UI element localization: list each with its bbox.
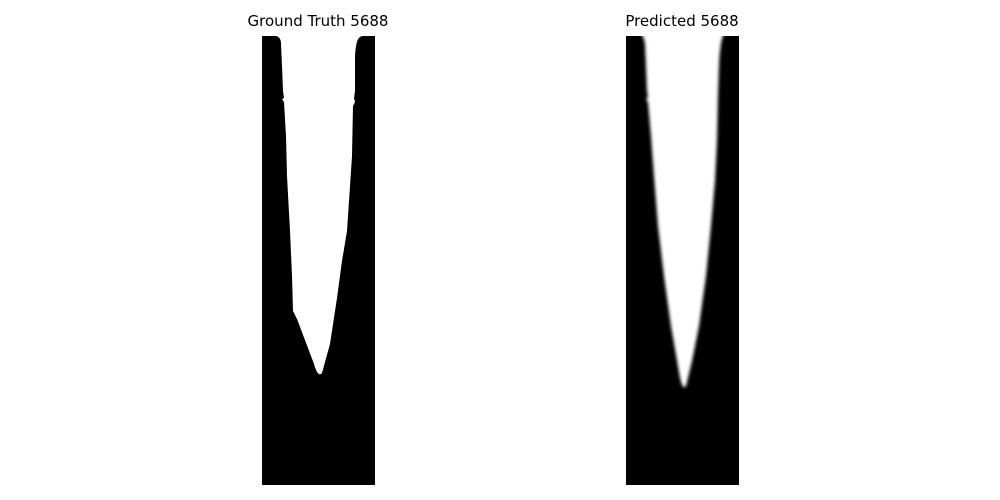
- predicted-title: Predicted 5688: [625, 12, 739, 30]
- predicted-mask-region: [642, 36, 723, 388]
- ground-truth-title: Ground Truth 5688: [247, 12, 389, 30]
- predicted-mask-image: [626, 36, 739, 485]
- ground-truth-mask-image: [262, 36, 375, 485]
- ground-truth-mask-region: [276, 36, 362, 375]
